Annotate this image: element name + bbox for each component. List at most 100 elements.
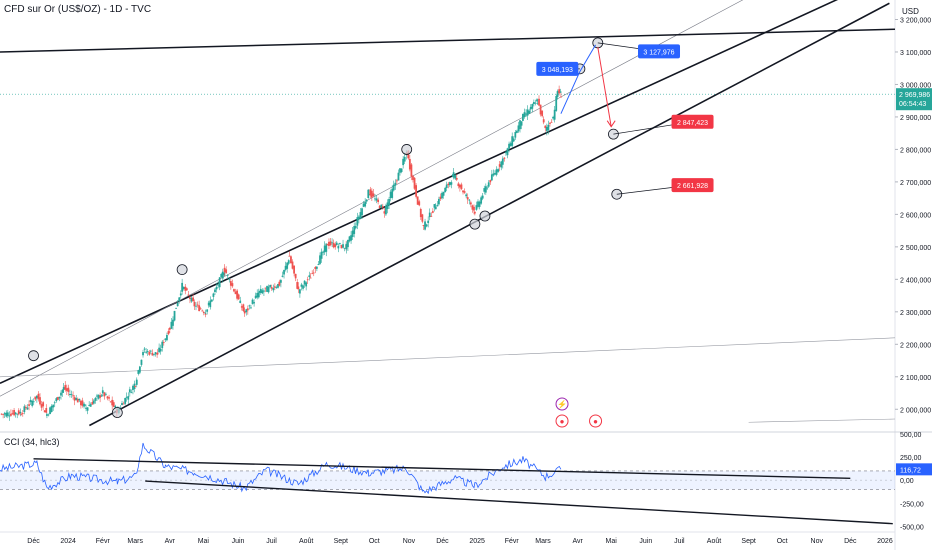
candle-body [196,304,199,306]
candle-body [545,126,548,131]
candle-body [56,397,59,400]
candle-body [162,342,165,344]
pivot-marker[interactable] [28,350,39,362]
candle-body [39,397,41,405]
candle-body [410,164,413,177]
pivot-marker[interactable] [111,407,123,418]
candle-body [298,289,301,294]
candle-body [431,211,434,213]
long-trend-line[interactable] [0,337,896,378]
annotations[interactable]: 3 048,193 3 127,976 2 847,423 2 661,928 ⚡ ● ● [28,37,714,428]
candle-body [140,359,143,365]
cci-pane [0,442,895,525]
pivot-marker[interactable] [176,264,188,275]
candle-body [412,175,414,180]
cci-value: 116,72 [900,467,921,474]
candle-body [441,192,443,199]
candle-body [311,273,314,275]
projection-down-arrow[interactable] [597,47,612,127]
price-tick-label: 2 900,000 [900,115,931,122]
channel-upper-line[interactable] [0,0,850,385]
candle-body [280,280,282,283]
pivot-marker[interactable] [401,144,413,155]
candle-body [43,410,46,413]
candle-body [73,397,76,401]
candle-body [372,193,375,197]
candle-body [481,195,484,199]
candle-body [353,226,356,234]
cci-axis: 500,00 250,00 0,00 -250,00 -500,00 116,72 [896,432,932,531]
time-tick-label: Févr [96,538,111,545]
cci-line [0,442,562,495]
time-tick-label: Juin [639,538,652,545]
price-tick-label: 2 300,000 [900,310,931,317]
time-tick-label: Déc [436,538,449,545]
lightning-event-icon[interactable] [555,397,569,411]
time-tick-label: Nov [811,538,824,545]
time-tick-label: Août [707,538,721,545]
pivot-marker[interactable] [479,210,491,222]
price-label-box[interactable] [671,178,714,193]
candle-body [402,158,405,166]
candle-body [19,411,22,414]
us-flag-event-icon[interactable] [589,414,603,428]
price-label-box[interactable] [536,61,579,76]
price-tick-label: 3 000,000 [900,82,931,89]
pivot-marker[interactable] [469,218,481,230]
candle-body [130,392,133,394]
candle-body [556,91,559,97]
candle-body [514,131,517,138]
price-axis: 3 200,000 3 100,000 3 000,000 2 900,000 2 80… [0,17,932,414]
lightning-event-icon-glyph: ⚡ [557,399,567,409]
candle-body [338,243,341,244]
candle-body [283,269,285,275]
candle-body [529,106,532,110]
candle-body [94,397,97,401]
candle-body [185,288,188,291]
cci-upper-trendline[interactable] [33,458,851,479]
candle-body [542,119,545,123]
time-tick-label: Févr [505,538,520,545]
candle-body [378,205,381,209]
candle-body [60,392,62,396]
candle-body [134,385,137,387]
cci-label[interactable]: CCI (34, hlc3) [4,437,60,447]
short-trend-line[interactable] [748,418,896,423]
candle-body [20,414,23,416]
chart-title[interactable]: CFD sur Or (US$/OZ) - 1D - TVC [4,4,152,15]
candle-body [199,308,202,310]
us-flag-event-icon-glyph: ● [560,417,565,426]
candle-body [132,385,134,390]
candle-body [465,194,468,197]
price-label-box[interactable] [671,114,714,129]
candle-body [359,212,362,219]
cci-lower-trendline[interactable] [145,480,893,525]
time-tick-label: Mai [606,538,618,545]
projection-up-arrow[interactable] [560,44,596,114]
candle-body [331,242,333,244]
us-flag-event-icon[interactable] [555,414,569,428]
price-label-box[interactable] [638,44,681,59]
candle-body [281,275,284,277]
time-tick-label: Mai [198,538,210,545]
candle-body [149,350,152,352]
candle-body [55,398,58,402]
candle-body [100,395,103,397]
candle-body [495,169,498,175]
candle-body [486,187,489,189]
candle-body [253,302,255,304]
time-tick-label: 2024 [60,538,76,545]
candle-body [89,404,92,407]
horizontal-resistance-line[interactable] [0,28,896,53]
candle-body [320,251,323,259]
candle-body [109,401,112,403]
candle-body [511,136,514,146]
candle-body [494,172,496,175]
candle-body [308,275,311,278]
candle-body [302,285,304,289]
candle-body [422,225,425,226]
candle-body [173,310,176,321]
channel-mid-line[interactable] [0,0,749,397]
